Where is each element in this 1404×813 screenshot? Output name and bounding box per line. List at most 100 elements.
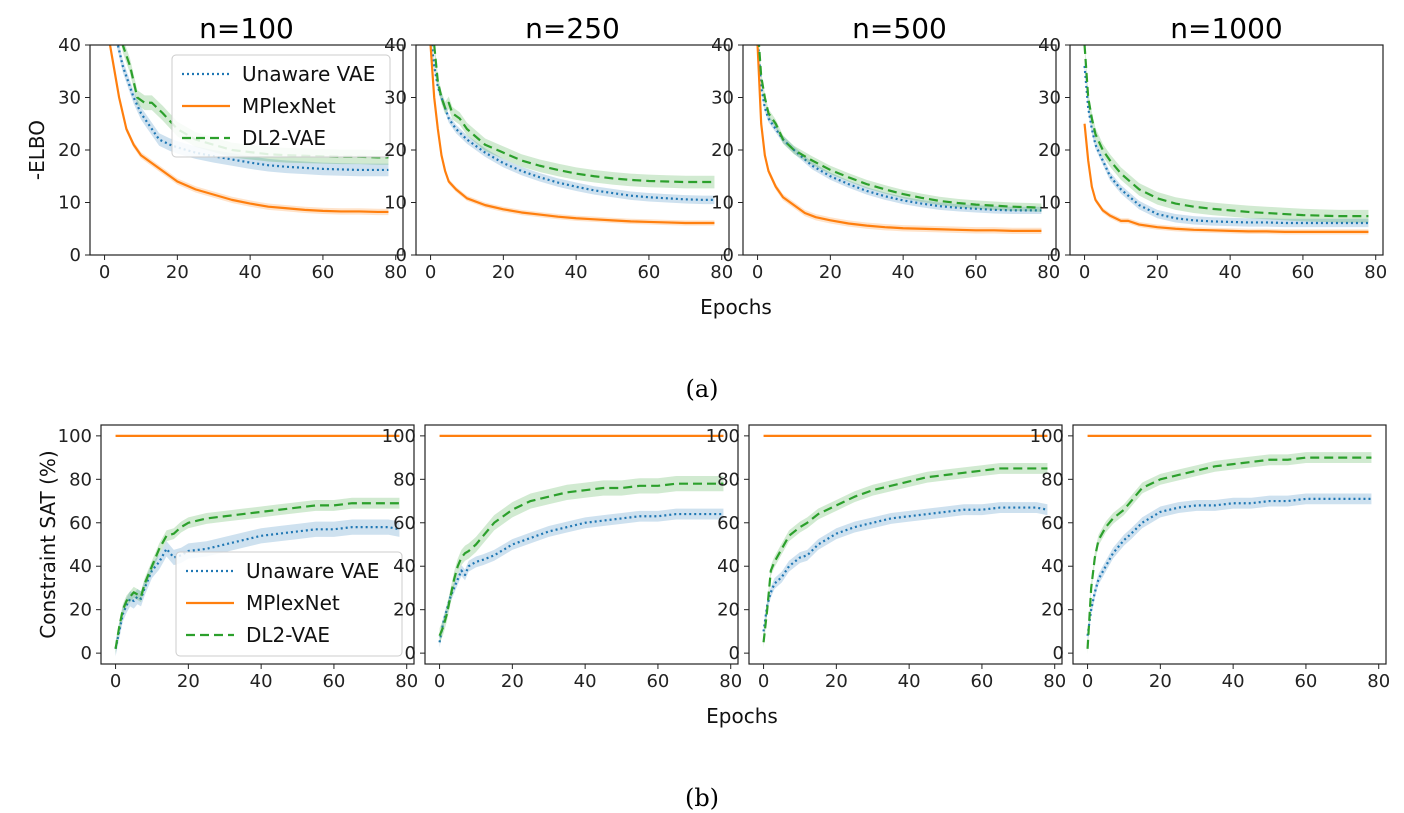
x-tick-label: 20 (1149, 671, 1172, 692)
x-tick-label: 60 (964, 262, 987, 283)
series-line-dl2-vae (762, 467, 1048, 643)
y-tick-label: 60 (717, 513, 740, 534)
x-tick-label: 0 (1082, 671, 1093, 692)
band-unaware-vae (1084, 61, 1369, 228)
panel-frame (1072, 424, 1387, 665)
x-tick-label: 0 (758, 671, 769, 692)
y-tick-label: 0 (729, 643, 740, 664)
x-tick-label: 80 (1364, 262, 1387, 283)
x-tick-label: 80 (710, 262, 733, 283)
y-tick-label: 80 (69, 469, 92, 490)
band-unaware-vae (439, 508, 724, 648)
y-tick-label: 0 (1053, 643, 1064, 664)
y-tick-label: 20 (1038, 140, 1061, 161)
plot-area (438, 434, 724, 648)
x-tick-label: 80 (395, 671, 418, 692)
x-tick-label: 60 (1294, 671, 1317, 692)
legend-label-unaware-vae: Unaware VAE (246, 559, 379, 583)
x-tick-label: 60 (637, 262, 660, 283)
y-tick-label: 30 (1038, 88, 1061, 109)
x-tick-label: 60 (1291, 262, 1314, 283)
y-tick-label: 60 (393, 513, 416, 534)
band-dl2-vae (439, 476, 724, 644)
y-tick-label: 60 (1041, 513, 1064, 534)
x-tick-label: 20 (177, 671, 200, 692)
x-tick-label: 40 (892, 262, 915, 283)
x-tick-label: 20 (825, 671, 848, 692)
panel-b-3: 0 20 40 60 80 0 20 40 60 80 100 (706, 424, 1066, 692)
y-tick-label: 0 (405, 643, 416, 664)
series-line-unaware-vae (1086, 497, 1372, 636)
panel-frame (100, 424, 415, 665)
y-tick-label: 20 (1041, 600, 1064, 621)
caption-a: (a) (685, 375, 718, 403)
x-tick-label: 20 (166, 262, 189, 283)
panel-b-1: Constraint SAT (%) 0 20 40 60 80 0 20 40 60 80 100 U… (36, 424, 418, 692)
y-tick-label: 40 (711, 35, 734, 56)
y-tick-label: 10 (58, 193, 81, 214)
x-tick-label: 20 (819, 262, 842, 283)
panel-title: n=250 (525, 12, 620, 45)
y-tick-label: 20 (384, 140, 407, 161)
x-tick-label: 20 (501, 671, 524, 692)
y-tick-label: 100 (1030, 426, 1064, 447)
y-tick-label: 20 (393, 600, 416, 621)
plot-area (1086, 434, 1372, 655)
x-tick-label: 80 (1037, 262, 1060, 283)
x-tick-label: 20 (492, 262, 515, 283)
band-unaware-vae (763, 502, 1048, 637)
legend-label-unaware-vae: Unaware VAE (242, 62, 375, 86)
y-tick-label: 0 (396, 245, 407, 266)
y-tick-label: 40 (1041, 556, 1064, 577)
y-tick-label: 80 (717, 469, 740, 490)
x-tick-label: 60 (322, 671, 345, 692)
band-dl2-vae (763, 463, 1048, 648)
y-tick-label: 0 (723, 245, 734, 266)
y-tick-label: 40 (69, 556, 92, 577)
series-line-dl2-vae (114, 502, 400, 649)
y-axis-label: Constraint SAT (%) (36, 450, 60, 638)
y-tick-label: 100 (706, 426, 740, 447)
band-dl2-vae (758, 45, 1042, 212)
y-tick-label: 80 (393, 469, 416, 490)
plot-area (756, 45, 1042, 234)
panel-frame (748, 424, 1063, 665)
x-tick-label: 40 (565, 262, 588, 283)
y-tick-label: 40 (717, 556, 740, 577)
y-tick-label: 10 (384, 193, 407, 214)
y-tick-label: 0 (70, 245, 81, 266)
legend-label-dl2-vae: DL2-VAE (246, 623, 330, 647)
series-line-dl2-vae (433, 45, 715, 184)
x-tick-label: 40 (574, 671, 597, 692)
x-tick-label: 0 (99, 262, 110, 283)
x-tick-label: 0 (752, 262, 763, 283)
panel-title: n=500 (852, 12, 947, 45)
y-tick-label: 20 (58, 140, 81, 161)
series-line-mplexnet (1083, 123, 1369, 233)
y-tick-label: 100 (382, 426, 416, 447)
band-unaware-vae (758, 45, 1042, 215)
plot-area (429, 45, 715, 226)
x-tick-label: 20 (1146, 262, 1169, 283)
legend-label-dl2-vae: DL2-VAE (242, 126, 326, 150)
x-tick-label: 0 (434, 671, 445, 692)
panel-title: n=100 (199, 12, 294, 45)
x-tick-label: 60 (970, 671, 993, 692)
x-tick-label: 40 (239, 262, 262, 283)
series-line-mplexnet (429, 45, 715, 225)
y-tick-label: 80 (1041, 469, 1064, 490)
legend-label-mplexnet: MPlexNet (246, 591, 340, 615)
y-tick-label: 40 (384, 35, 407, 56)
series-line-dl2-vae (1083, 45, 1369, 218)
plot-area (1083, 45, 1369, 235)
y-tick-label: 0 (1050, 245, 1061, 266)
x-tick-label: 80 (384, 262, 407, 283)
x-tick-label: 80 (719, 671, 742, 692)
series-line-unaware-vae (438, 512, 724, 643)
x-tick-label: 40 (1219, 262, 1242, 283)
y-tick-label: 0 (81, 643, 92, 664)
caption-b: (b) (685, 784, 719, 812)
